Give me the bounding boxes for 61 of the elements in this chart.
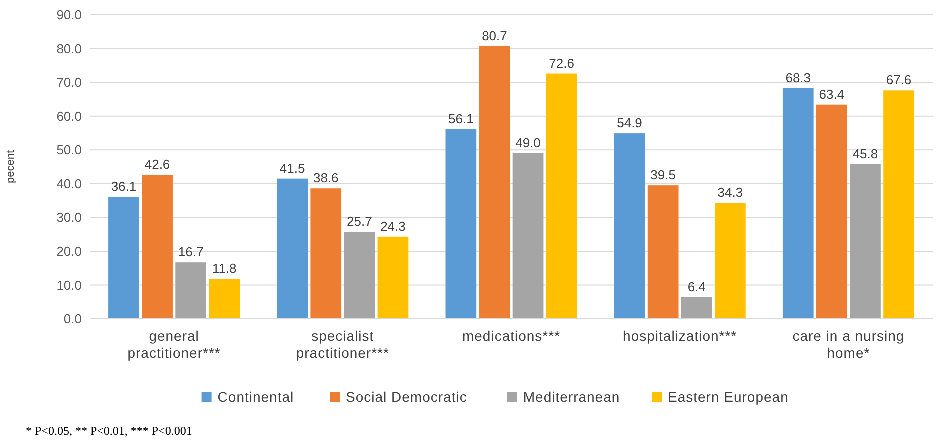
data-label: 49.0 (516, 135, 541, 150)
bar (176, 262, 207, 319)
data-label: 42.6 (144, 157, 170, 172)
y-tick-label: 10.0 (56, 278, 82, 293)
bar (681, 297, 712, 319)
bar (310, 188, 342, 319)
y-tick-label: 80.0 (56, 41, 82, 56)
y-tick-label: 40.0 (56, 176, 82, 192)
y-axis-title: pecent (5, 150, 17, 184)
x-tick-label: hospitalization*** (623, 328, 738, 344)
data-label: 68.3 (786, 70, 812, 86)
legend-label: Eastern European (668, 388, 789, 405)
y-tick-label: 20.0 (56, 244, 82, 259)
bar (850, 164, 881, 319)
data-label: 11.8 (212, 261, 237, 276)
x-tick-label: medications*** (462, 328, 561, 344)
data-label: 36.1 (111, 179, 137, 194)
y-tick-label: 0.0 (64, 312, 82, 327)
bar (648, 186, 679, 319)
data-label: 34.3 (718, 185, 744, 200)
legend-label: Continental (218, 388, 294, 405)
data-label: 25.7 (347, 214, 372, 230)
bar (209, 279, 240, 319)
data-label: 41.5 (280, 160, 306, 176)
text: * P<0.05, ** P<0.01, *** P<0.001 (26, 424, 192, 438)
bar (816, 104, 848, 319)
bar (614, 134, 646, 319)
data-label: 24.3 (380, 218, 406, 234)
y-tick-label: 70.0 (56, 75, 82, 90)
bar (378, 236, 409, 319)
y-tick-label: 60.0 (56, 108, 82, 124)
data-label: 72.6 (549, 56, 574, 71)
x-tick-label: specialist practitioner*** (296, 328, 390, 361)
bar (714, 203, 746, 319)
bar (546, 74, 578, 319)
bar (884, 90, 914, 319)
bar (142, 175, 173, 319)
data-label: 54.9 (617, 116, 642, 131)
x-tick-label: care in a nursing home* (792, 328, 905, 361)
data-label: 39.5 (650, 168, 676, 183)
data-label: 63.4 (819, 86, 845, 102)
data-label: 45.8 (852, 146, 878, 162)
x-tick-label: general practitioner*** (128, 328, 221, 361)
y-tick-label: 90.0 (56, 8, 82, 23)
bar (782, 88, 814, 319)
data-label: 56.1 (448, 112, 474, 127)
legend-label: Social Democratic (346, 388, 468, 405)
legend-label: Mediterranean (523, 388, 620, 405)
y-tick-label: 30.0 (56, 210, 82, 226)
data-label: 38.6 (313, 170, 339, 186)
bar (344, 232, 376, 319)
bar (479, 46, 510, 319)
data-label: 80.7 (482, 28, 508, 44)
bar (108, 197, 140, 319)
bar (512, 153, 544, 319)
data-label: 6.4 (688, 279, 706, 294)
data-label: 67.6 (886, 72, 912, 88)
bar (446, 130, 477, 319)
data-label: 16.7 (178, 244, 204, 260)
y-tick-label: 50.0 (56, 142, 82, 158)
bar (277, 178, 308, 319)
